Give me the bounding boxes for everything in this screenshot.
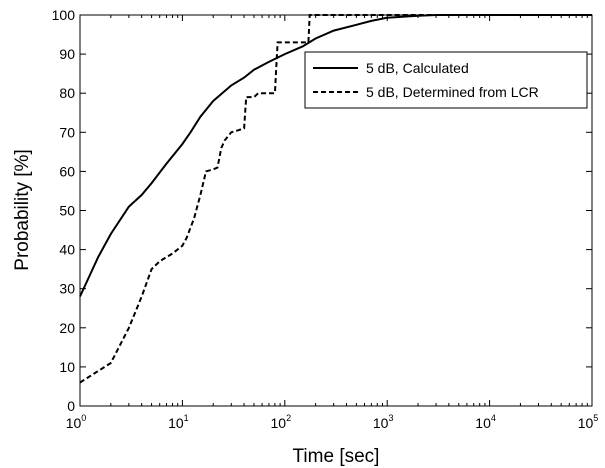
y-tick-label: 60	[59, 163, 75, 179]
axes-layer: 100 101 102 103 104 105 0 10 20 30 40 50 60 70 80 90 100	[52, 7, 599, 431]
x-tick-label: 102	[271, 413, 292, 431]
y-tick-label: 80	[59, 85, 75, 101]
x-tick-label: 104	[475, 413, 496, 431]
y-tick-label: 70	[59, 124, 75, 140]
y-tick-label: 100	[52, 7, 76, 23]
x-axis-label: Time [sec]	[293, 446, 380, 467]
y-tick-label: 0	[67, 398, 75, 414]
x-tick-label: 100	[66, 413, 87, 431]
y-tick-label: 30	[59, 281, 75, 297]
x-tick-label: 101	[168, 413, 189, 431]
y-tick-label: 50	[59, 203, 75, 219]
x-tick-label: 103	[373, 413, 394, 431]
series-layer	[79, 14, 592, 384]
y-axis-label: Probability [%]	[12, 149, 33, 270]
series-line-1	[79, 14, 592, 384]
legend-box	[304, 51, 588, 109]
legend: 5 dB, Calculated 5 dB, Determined from L…	[304, 51, 588, 109]
x-tick-label: 105	[578, 413, 599, 431]
legend-label-lcr: 5 dB, Determined from LCR	[366, 84, 539, 100]
series-line-0	[79, 14, 592, 297]
legend-label-calculated: 5 dB, Calculated	[366, 60, 469, 76]
y-tick-label: 20	[59, 320, 75, 336]
y-tick-label: 10	[59, 359, 75, 375]
y-tick-label: 40	[59, 242, 75, 258]
y-tick-label: 90	[59, 46, 75, 62]
